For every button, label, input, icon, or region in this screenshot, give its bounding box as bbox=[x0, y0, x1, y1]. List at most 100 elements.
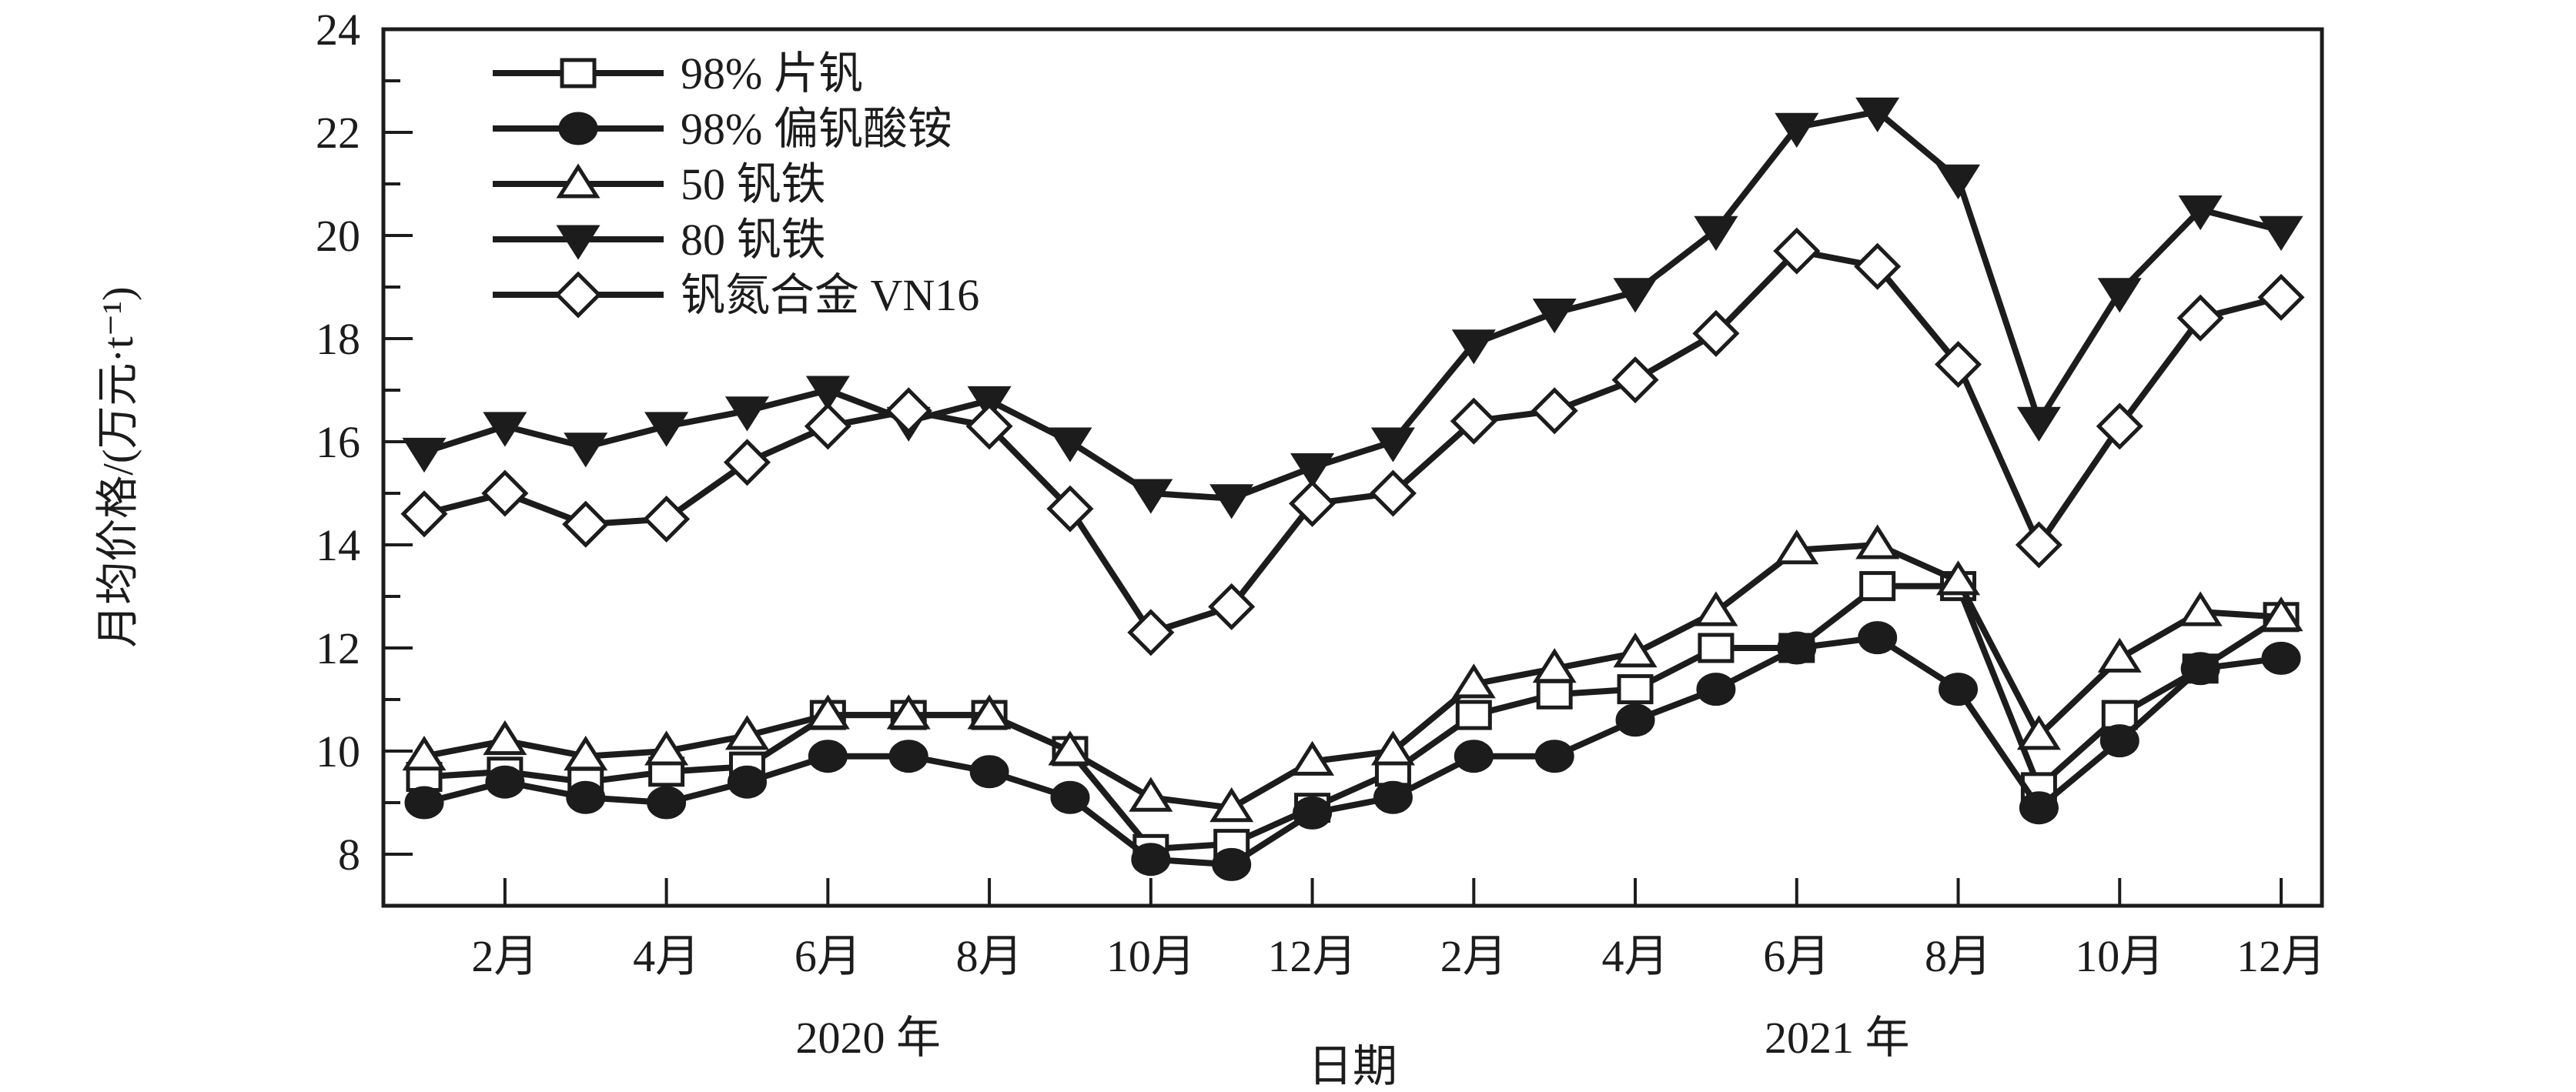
series-marker-ammonium-metavanadate-98 bbox=[404, 786, 444, 820]
y-tick-label: 20 bbox=[316, 211, 360, 261]
x-tick-label: 10月 bbox=[2075, 931, 2164, 981]
series-marker-vanadium-nitrogen-alloy-vn16 bbox=[2096, 402, 2143, 450]
series-marker-ferrovanadium-50 bbox=[1775, 529, 1819, 565]
series-marker-vanadium-nitrogen-alloy-vn16 bbox=[481, 469, 529, 517]
series-marker-ammonium-metavanadate-98 bbox=[888, 740, 928, 773]
x-tick-label: 2月 bbox=[471, 931, 538, 981]
series-marker-ferrovanadium-80 bbox=[1290, 453, 1335, 489]
series-marker-ammonium-metavanadate-98 bbox=[1050, 780, 1090, 814]
series-marker-ammonium-metavanadate-98 bbox=[2019, 791, 2059, 825]
series-marker-flake-vanadium-98 bbox=[1617, 674, 1654, 705]
series-marker-ferrovanadium-80 bbox=[1532, 299, 1577, 334]
series-marker-ferrovanadium-50 bbox=[1855, 524, 1900, 559]
series-marker-ferrovanadium-50 bbox=[1048, 730, 1092, 766]
series-marker-ferrovanadium-50 bbox=[564, 736, 608, 771]
series-marker-vanadium-nitrogen-alloy-vn16 bbox=[2257, 273, 2305, 321]
series-marker-flake-vanadium-98 bbox=[1698, 633, 1735, 663]
series-marker-ferrovanadium-50 bbox=[1209, 787, 1254, 823]
series-marker-ammonium-metavanadate-98 bbox=[969, 755, 1009, 789]
series-marker-ammonium-metavanadate-98 bbox=[1131, 843, 1171, 877]
legend-marker-ferrovanadium-80-icon bbox=[556, 225, 601, 260]
series-marker-ferrovanadium-80 bbox=[644, 412, 689, 447]
series-marker-ammonium-metavanadate-98 bbox=[566, 780, 606, 814]
y-axis-title: 月均价格/(万元·t⁻¹) bbox=[95, 286, 142, 647]
series-marker-vanadium-nitrogen-alloy-vn16 bbox=[1854, 242, 1902, 290]
series-marker-ferrovanadium-50 bbox=[1935, 560, 1981, 596]
series-marker-ammonium-metavanadate-98 bbox=[1212, 847, 1252, 881]
series-marker-vanadium-nitrogen-alloy-vn16 bbox=[1127, 609, 1175, 656]
legend-item-ferrovanadium-80: 80 钒铁 bbox=[493, 215, 826, 265]
series-marker-ferrovanadium-80 bbox=[2178, 195, 2223, 231]
series-marker-ammonium-metavanadate-98 bbox=[1454, 740, 1494, 773]
legend-item-vanadium-nitrogen-alloy-vn16: 钒氮合金 VN16 bbox=[493, 270, 979, 320]
series-marker-vanadium-nitrogen-alloy-vn16 bbox=[562, 500, 610, 548]
series-marker-ammonium-metavanadate-98 bbox=[1373, 780, 1413, 814]
x-tick-label: 12月 bbox=[2236, 931, 2326, 981]
y-tick-label: 24 bbox=[316, 5, 360, 55]
series-marker-ferrovanadium-80 bbox=[1370, 427, 1415, 463]
series-marker-ferrovanadium-50 bbox=[967, 694, 1012, 730]
x-tick-label: 6月 bbox=[1763, 931, 1830, 981]
series-marker-ferrovanadium-80 bbox=[1129, 479, 1173, 514]
series-marker-ferrovanadium-80 bbox=[2097, 278, 2142, 313]
series-marker-ferrovanadium-50 bbox=[483, 720, 527, 756]
series-marker-ammonium-metavanadate-98 bbox=[1939, 673, 1979, 706]
series-marker-vanadium-nitrogen-alloy-vn16 bbox=[1046, 485, 1094, 533]
x-tick-label: 10月 bbox=[1106, 931, 1196, 981]
series-marker-vanadium-nitrogen-alloy-vn16 bbox=[885, 387, 932, 435]
series-marker-ferrovanadium-50 bbox=[724, 715, 770, 750]
series-marker-vanadium-nitrogen-alloy-vn16 bbox=[1450, 397, 1497, 445]
series-layer bbox=[400, 97, 2305, 881]
series-marker-ferrovanadium-50 bbox=[644, 730, 689, 766]
x-tick-label: 12月 bbox=[1268, 931, 1357, 981]
series-marker-flake-vanadium-98 bbox=[1536, 679, 1573, 710]
series-marker-ammonium-metavanadate-98 bbox=[1615, 703, 1655, 737]
legend-item-flake-vanadium-98: 98% 片钒 bbox=[493, 48, 863, 99]
series-marker-vanadium-nitrogen-alloy-vn16 bbox=[1369, 469, 1417, 517]
series-marker-ammonium-metavanadate-98 bbox=[1777, 631, 1817, 665]
series-marker-ferrovanadium-50 bbox=[1129, 776, 1173, 812]
series-marker-vanadium-nitrogen-alloy-vn16 bbox=[1934, 340, 1982, 389]
series-marker-vanadium-nitrogen-alloy-vn16 bbox=[400, 490, 448, 538]
series-marker-ferrovanadium-80 bbox=[1775, 112, 1819, 148]
series-marker-ferrovanadium-50 bbox=[1370, 730, 1415, 766]
series-marker-vanadium-nitrogen-alloy-vn16 bbox=[2015, 521, 2062, 569]
series-marker-ferrovanadium-80 bbox=[1694, 215, 1738, 251]
series-marker-ammonium-metavanadate-98 bbox=[2261, 641, 2301, 675]
series-marker-ammonium-metavanadate-98 bbox=[1534, 740, 1574, 773]
series-marker-ferrovanadium-80 bbox=[1209, 484, 1254, 519]
legend-label-ferrovanadium-50: 50 钒铁 bbox=[681, 159, 826, 209]
series-marker-ferrovanadium-50 bbox=[1694, 591, 1738, 626]
y-tick-label: 10 bbox=[316, 726, 360, 776]
series-marker-vanadium-nitrogen-alloy-vn16 bbox=[1692, 309, 1740, 357]
series-vanadium-nitrogen-alloy-vn16 bbox=[400, 227, 2305, 656]
series-marker-ferrovanadium-80 bbox=[805, 376, 850, 411]
legend-marker-ferrovanadium-50-icon bbox=[556, 163, 601, 199]
series-marker-vanadium-nitrogen-alloy-vn16 bbox=[723, 439, 771, 486]
legend-item-ammonium-metavanadate-98: 98% 偏钒酸铵 bbox=[493, 104, 952, 154]
y-tick-label: 16 bbox=[316, 417, 360, 467]
series-marker-vanadium-nitrogen-alloy-vn16 bbox=[643, 495, 691, 543]
axes-layer: 8 10 12 14 16 18 20 22 24 2月 4月 6月 8月 10月 12月 2月 4月 6月 8月 1… bbox=[316, 5, 2326, 1063]
y-tick-label: 22 bbox=[316, 108, 360, 158]
y-tick-label: 18 bbox=[316, 314, 360, 364]
series-line-flake-vanadium-98 bbox=[423, 583, 2283, 853]
x-tick-label: 4月 bbox=[633, 931, 700, 981]
series-marker-flake-vanadium-98 bbox=[1859, 571, 1896, 602]
x-tick-label: 4月 bbox=[1602, 931, 1669, 981]
series-marker-vanadium-nitrogen-alloy-vn16 bbox=[1289, 479, 1337, 527]
legend-label-vanadium-nitrogen-alloy-vn16: 钒氮合金 VN16 bbox=[681, 270, 979, 320]
series-ammonium-metavanadate-98 bbox=[404, 621, 2301, 881]
series-marker-vanadium-nitrogen-alloy-vn16 bbox=[1611, 356, 1659, 404]
series-marker-vanadium-nitrogen-alloy-vn16 bbox=[965, 402, 1013, 450]
series-marker-ferrovanadium-80 bbox=[724, 396, 770, 432]
x-tick-label: 8月 bbox=[1925, 931, 1992, 981]
series-marker-ferrovanadium-80 bbox=[1613, 278, 1658, 313]
series-marker-ferrovanadium-80 bbox=[1935, 164, 1981, 199]
series-marker-ferrovanadium-50 bbox=[805, 694, 850, 730]
x-tick-label: 8月 bbox=[956, 931, 1023, 981]
series-marker-ferrovanadium-80 bbox=[2016, 406, 2061, 442]
series-marker-ferrovanadium-80 bbox=[402, 437, 447, 473]
series-marker-ferrovanadium-80 bbox=[2259, 215, 2303, 251]
